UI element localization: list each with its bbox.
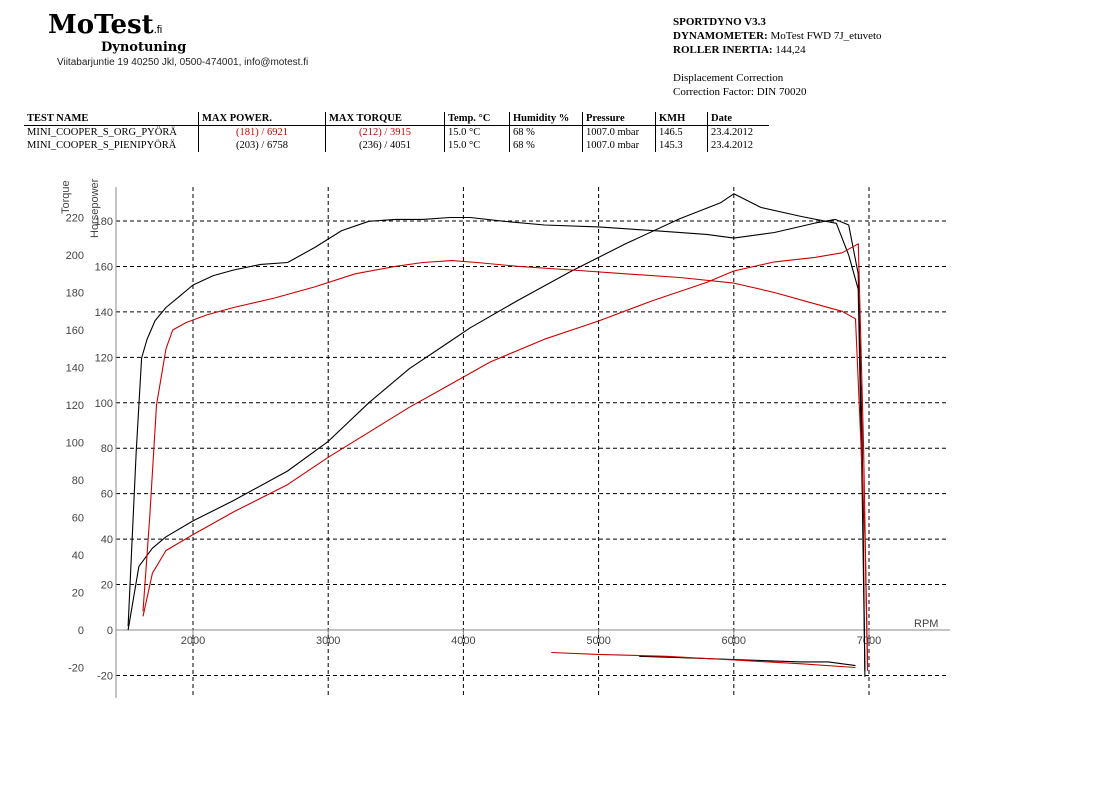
header-pressure: Pressure [582,112,656,126]
torque-tick-label: 40 [72,550,84,562]
test-table: TEST NAME MAX POWER. MAX TORQUE Temp. °C… [24,112,769,152]
row-humidity: 68 % [509,125,583,139]
row-max-torque: (212) / 3915 [325,125,445,139]
x-tick-label: 3000 [316,635,340,647]
roller-inertia-info: ROLLER INERTIA: 144,24 [673,44,806,56]
x-tick-label: 2000 [181,635,205,647]
row-pressure: 1007.0 mbar [582,139,656,152]
hp-tick-label: 80 [101,443,113,455]
torque-tick-label: 80 [72,475,84,487]
correction-factor: Correction Factor: DIN 70020 [673,86,807,98]
header-max-power: MAX POWER. [198,112,326,126]
header-date: Date [707,112,769,126]
chart-labels: 220200180160140120100806040200-201801601… [60,178,938,682]
table-row: MINI_COOPER_S_ORG_PYÖRÄ (181) / 6921 (21… [24,125,769,139]
torque-tick-label: 200 [66,250,84,262]
x-tick-label: 5000 [586,635,610,647]
row-max-power: (203) / 6758 [198,139,326,152]
logo-subtitle: Dynotuning [101,40,187,55]
series-line-torque [142,260,869,668]
x-axis-title: RPM [914,618,938,630]
hp-tick-label: 0 [107,625,113,637]
torque-tick-label: 0 [78,625,84,637]
dynamometer-info: DYNAMOMETER: MoTest FWD 7J_etuveto [673,30,882,42]
series-line-power [127,193,866,671]
table-header-row: TEST NAME MAX POWER. MAX TORQUE Temp. °C… [24,112,769,126]
software-version: SPORTDYNO V3.3 [673,16,766,28]
hp-tick-label: 140 [95,307,113,319]
torque-tick-label: 100 [66,438,84,450]
row-test-name: MINI_COOPER_S_ORG_PYÖRÄ [24,125,199,139]
hp-tick-label: 180 [95,216,113,228]
hp-tick-label: 40 [101,534,113,546]
row-kmh: 146.5 [655,125,708,139]
company-address: Viitabarjuntie 19 40250 Jkl, 0500-474001… [57,57,309,68]
logo-suffix: .fi [153,24,163,36]
x-tick-label: 6000 [722,635,746,647]
chart-grid [116,187,948,698]
row-max-power: (181) / 6921 [198,125,326,139]
torque-axis-title: Torque [60,180,72,214]
x-tick-label: 4000 [451,635,475,647]
hp-tick-label: 160 [95,261,113,273]
hp-tick-label: -20 [97,670,113,682]
row-humidity: 68 % [509,139,583,152]
torque-tick-label: 140 [66,363,84,375]
row-max-torque: (236) / 4051 [325,139,445,152]
row-temp: 15.0 °C [444,139,510,152]
header-kmh: KMH [655,112,708,126]
row-date: 23.4.2012 [711,127,753,138]
torque-tick-label: -20 [68,663,84,675]
row-temp: 15.0 °C [444,125,510,139]
header-test-name: TEST NAME [24,112,199,126]
displacement-correction: Displacement Correction [673,72,784,84]
series-line-power [142,243,869,671]
chart-axes [115,187,950,698]
series-line-torque [127,216,866,677]
row-test-name: MINI_COOPER_S_PIENIPYÖRÄ [24,139,199,152]
torque-tick-label: 120 [66,400,84,412]
x-tick-label: 7000 [857,635,881,647]
hp-tick-label: 120 [95,352,113,364]
series-line-loss [551,651,856,669]
table-row: MINI_COOPER_S_PIENIPYÖRÄ (203) / 6758 (2… [24,139,769,152]
header-temp: Temp. °C [444,112,510,126]
torque-tick-label: 20 [72,588,84,600]
hp-axis-title: Horsepower [89,178,101,238]
torque-tick-label: 160 [66,325,84,337]
row-pressure: 1007.0 mbar [582,125,656,139]
hp-tick-label: 100 [95,398,113,410]
row-date: 23.4.2012 [711,140,753,151]
header-humidity: Humidity % [509,112,583,126]
hp-tick-label: 20 [101,580,113,592]
torque-tick-label: 220 [66,213,84,225]
torque-tick-label: 180 [66,288,84,300]
logo: MoTest.fi [48,10,163,40]
torque-tick-label: 60 [72,513,84,525]
chart-series [127,193,869,677]
row-kmh: 145.3 [655,139,708,152]
hp-tick-label: 60 [101,489,113,501]
header-max-torque: MAX TORQUE [325,112,445,126]
